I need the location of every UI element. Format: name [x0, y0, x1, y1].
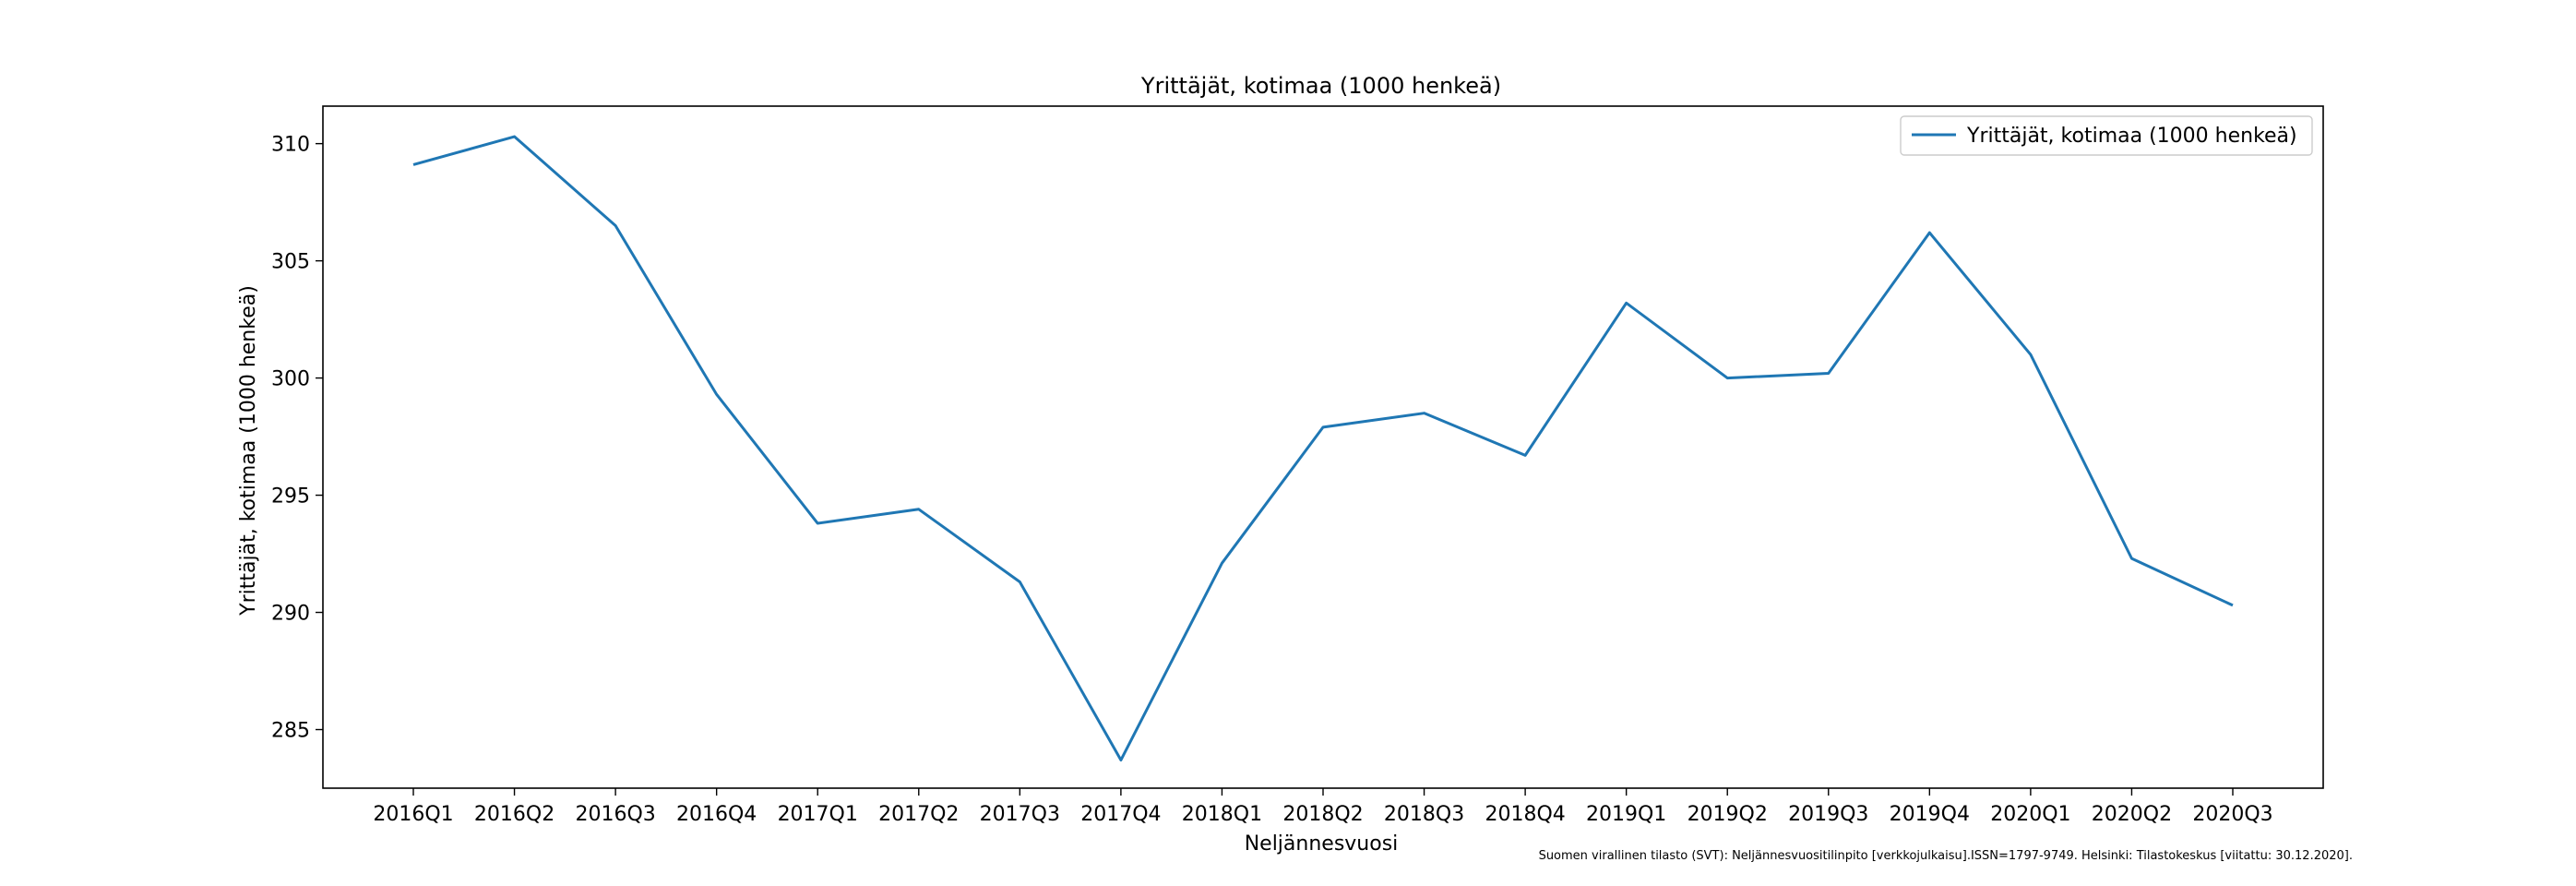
- data-point: [1724, 376, 1730, 381]
- x-tick-label: 2019Q2: [1688, 803, 1768, 826]
- x-axis: 2016Q1 2016Q2 2016Q3 2016Q4 2017Q1 2017Q2 2017…: [373, 788, 2273, 826]
- x-tick-label: 2016Q3: [575, 803, 655, 826]
- x-axis-label: Neljännesvuosi: [1245, 832, 1399, 856]
- data-point: [1422, 411, 1427, 416]
- x-tick-label: 2018Q1: [1182, 803, 1262, 826]
- data-point: [1118, 758, 1124, 763]
- y-tick-label: 300: [271, 368, 310, 391]
- y-axis: 285 290 295 300 305 310: [271, 134, 323, 743]
- data-point: [613, 223, 618, 229]
- x-tick-label: 2017Q3: [980, 803, 1060, 826]
- data-point: [1219, 560, 1224, 566]
- x-tick-label: 2020Q3: [2192, 803, 2272, 826]
- legend-box: [1900, 115, 2313, 156]
- data-point: [1926, 230, 1932, 235]
- data-point: [815, 521, 820, 526]
- source-note: Suomen virallinen tilasto (SVT): Neljänn…: [1539, 849, 2353, 863]
- y-tick-label: 295: [271, 485, 310, 509]
- data-point: [1522, 452, 1528, 458]
- x-tick-label: 2016Q2: [474, 803, 555, 826]
- x-tick-label: 2016Q4: [676, 803, 757, 826]
- data-point: [512, 134, 518, 139]
- data-point: [714, 391, 720, 397]
- y-axis-label: Yrittäjät, kotimaa (1000 henkeä): [237, 285, 260, 617]
- data-point: [2129, 556, 2134, 561]
- chart-title: Yrittäjät, kotimaa (1000 henkeä): [1140, 73, 1501, 99]
- data-point: [2230, 603, 2236, 608]
- y-tick-label: 290: [271, 603, 310, 626]
- legend: Yrittäjät, kotimaa (1000 henkeä): [1900, 115, 2313, 156]
- y-tick-label: 310: [271, 134, 310, 157]
- x-tick-label: 2019Q1: [1586, 803, 1666, 826]
- data-point: [2028, 352, 2033, 357]
- data-point: [1826, 371, 1831, 377]
- x-tick-label: 2017Q2: [878, 803, 959, 826]
- x-tick-label: 2019Q3: [1788, 803, 1868, 826]
- x-tick-label: 2018Q2: [1282, 803, 1363, 826]
- legend-label: Yrittäjät, kotimaa (1000 henkeä): [1966, 125, 2297, 148]
- data-point: [411, 162, 416, 167]
- x-tick-label: 2018Q4: [1485, 803, 1565, 826]
- x-tick-label: 2016Q1: [373, 803, 453, 826]
- x-tick-label: 2017Q1: [778, 803, 858, 826]
- x-tick-label: 2020Q1: [1990, 803, 2070, 826]
- x-tick-label: 2020Q2: [2092, 803, 2172, 826]
- data-point: [1624, 300, 1629, 305]
- plot-area: [411, 134, 2236, 763]
- data-point: [1320, 425, 1326, 430]
- series-line: [412, 135, 2234, 762]
- x-tick-label: 2019Q4: [1890, 803, 1970, 826]
- x-tick-label: 2018Q3: [1384, 803, 1464, 826]
- y-tick-label: 305: [271, 251, 310, 274]
- y-tick-label: 285: [271, 720, 310, 743]
- data-point: [916, 507, 922, 512]
- data-point: [1017, 580, 1022, 585]
- x-tick-label: 2017Q4: [1080, 803, 1161, 826]
